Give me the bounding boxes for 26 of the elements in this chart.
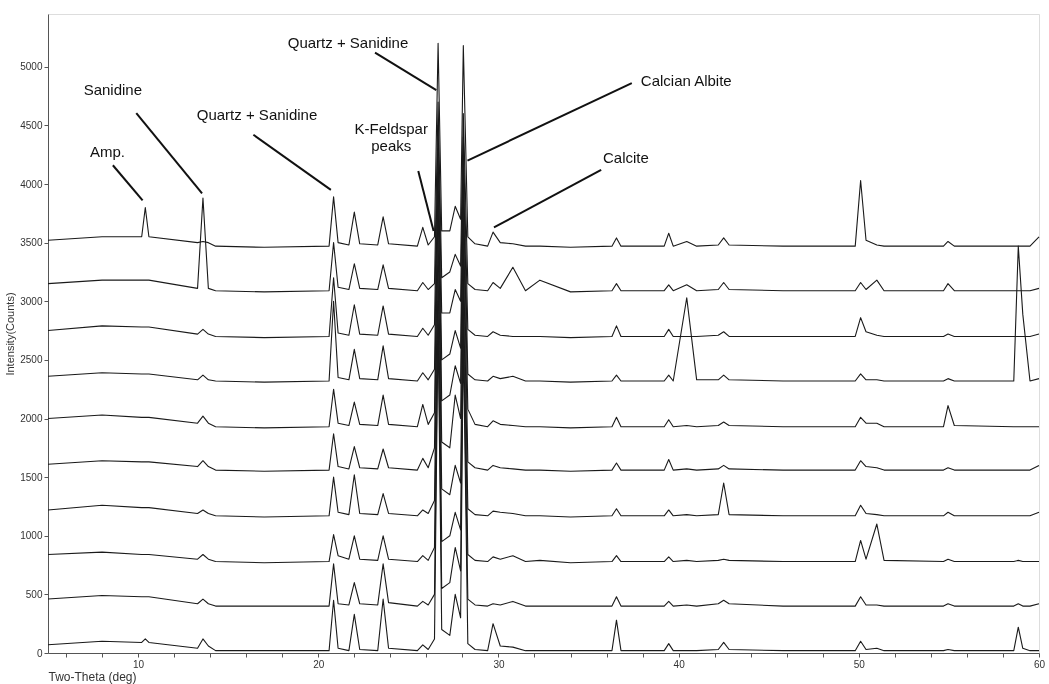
y-tick-label: 5000 bbox=[20, 61, 43, 73]
y-tick-label: 4000 bbox=[20, 178, 43, 190]
y-tick-label: 500 bbox=[25, 588, 43, 600]
annotation: Calcite bbox=[602, 149, 649, 167]
y-tick-label: 4500 bbox=[20, 119, 43, 131]
annotation: Sanidine bbox=[83, 81, 143, 99]
x-tick-label: 40 bbox=[673, 658, 686, 670]
y-tick-label: 2500 bbox=[20, 354, 43, 366]
x-tick-label: 20 bbox=[313, 658, 325, 670]
x-axis-title: Two-Theta (deg) bbox=[48, 669, 137, 684]
annotation: Amp. bbox=[89, 143, 125, 161]
y-tick-label: 1500 bbox=[20, 471, 43, 483]
annotation: K-Feldspar peaks bbox=[354, 119, 428, 154]
y-axis-title: Intensity(Counts) bbox=[4, 292, 17, 376]
y-tick-label: 1000 bbox=[20, 530, 43, 542]
y-tick-label: 0 bbox=[36, 647, 43, 659]
x-tick-label: 60 bbox=[1033, 658, 1046, 670]
annotation: Calcian Albite bbox=[640, 72, 732, 90]
annotation: Quartz + Sanidine bbox=[287, 34, 409, 52]
y-tick-label: 2000 bbox=[20, 413, 43, 424]
x-tick-label: 50 bbox=[853, 658, 866, 670]
x-tick-label: 10 bbox=[133, 658, 145, 670]
annotation: Quartz + Sanidine bbox=[196, 105, 318, 123]
y-tick-label: 3500 bbox=[20, 237, 43, 249]
x-tick-label: 30 bbox=[493, 658, 505, 670]
y-tick-label: 3000 bbox=[20, 295, 43, 307]
